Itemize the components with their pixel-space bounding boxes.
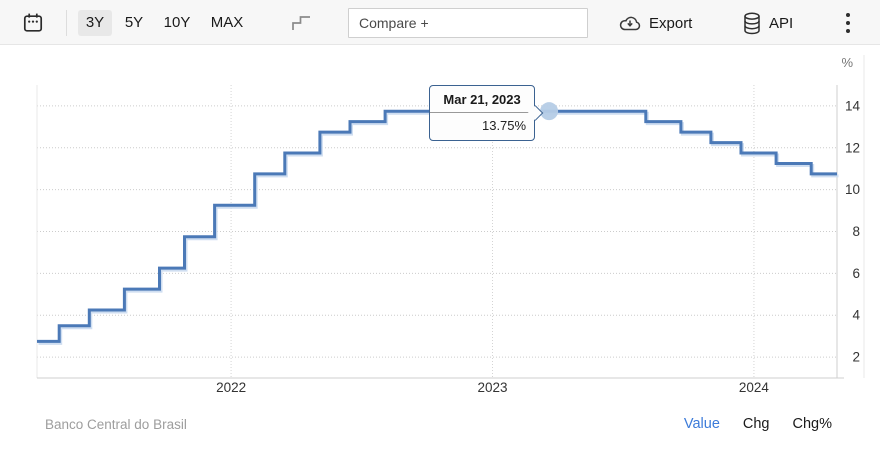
mode-link-chg[interactable]: Chg: [742, 416, 770, 432]
export-button[interactable]: Export: [618, 8, 692, 38]
source-label: Banco Central do Brasil: [45, 417, 187, 432]
tooltip-date: Mar 21, 2023: [443, 92, 521, 108]
x-axis-tick-label: 2024: [739, 380, 770, 395]
kebab-menu-icon: [846, 13, 850, 33]
range-button-10y[interactable]: 10Y: [156, 10, 198, 36]
display-mode-links: Value Chg Chg%: [684, 416, 832, 432]
y-axis-unit-label: %: [841, 55, 853, 70]
range-button-max[interactable]: MAX: [204, 10, 250, 36]
mode-link-value[interactable]: Value: [683, 416, 720, 432]
chart-type-button[interactable]: [288, 11, 316, 35]
calendar-icon: [23, 13, 43, 32]
cloud-download-icon: [619, 16, 641, 31]
y-axis-tick-label: 14: [845, 98, 861, 113]
range-button-3y[interactable]: 3Y: [78, 10, 112, 36]
compare-input[interactable]: [348, 8, 588, 38]
y-axis-tick-label: 8: [852, 224, 860, 239]
x-axis-tick-label: 2023: [477, 380, 507, 395]
toolbar-divider: [66, 10, 67, 36]
mode-link-chgpct[interactable]: Chg%: [792, 416, 833, 432]
y-axis-tick-label: 12: [845, 140, 860, 155]
y-axis-tick-label: 2: [852, 350, 860, 365]
x-axis-tick-label: 2022: [216, 380, 246, 395]
chart-toolbar: 3Y 5Y 10Y MAX Export API: [0, 0, 880, 45]
tooltip-value: 13.75%: [430, 112, 535, 133]
database-icon: [744, 12, 760, 34]
y-axis-tick-label: 4: [852, 308, 860, 323]
hover-marker: [540, 102, 559, 121]
export-label: Export: [649, 14, 693, 32]
api-label: API: [769, 14, 794, 32]
series-line: [37, 109, 837, 343]
range-button-5y[interactable]: 5Y: [118, 10, 150, 36]
step-line-icon: [292, 15, 310, 30]
api-button[interactable]: API: [742, 8, 793, 38]
y-axis-tick-label: 10: [845, 182, 860, 197]
more-options-button[interactable]: [836, 8, 860, 38]
date-range-button[interactable]: [16, 7, 50, 39]
y-axis-tick-label: 6: [852, 266, 860, 281]
chart-tooltip: Mar 21, 2023 13.75%: [429, 85, 543, 142]
